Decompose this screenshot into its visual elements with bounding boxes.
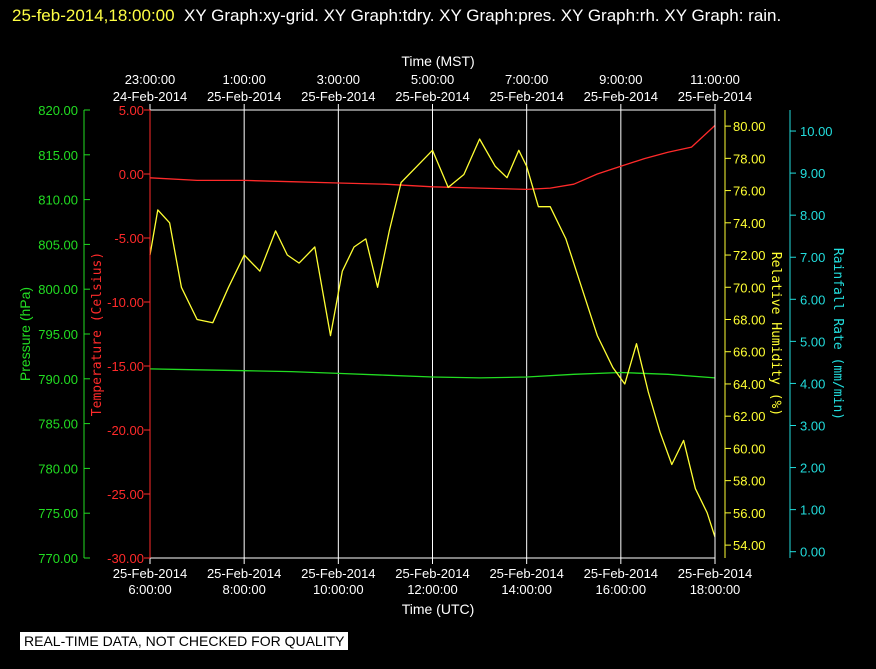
axis-tick-label: 815.00 xyxy=(38,148,78,163)
axis-tick-label: 1.00 xyxy=(800,503,825,518)
series-line-rh xyxy=(149,138,716,538)
axis-tick-label: 62.00 xyxy=(733,409,766,424)
humidity-axis-title: Relative Humidity (%) xyxy=(768,252,783,416)
axis-tick-label: 58.00 xyxy=(733,474,766,489)
top-tick-time: 3:00:00 xyxy=(317,72,360,87)
plot-lines xyxy=(149,124,716,538)
top-tick-time: 9:00:00 xyxy=(599,72,642,87)
top-tick-time: 7:00:00 xyxy=(505,72,548,87)
axis-tick-label: 56.00 xyxy=(733,506,766,521)
bottom-tick-date: 25-Feb-2014 xyxy=(395,566,469,581)
axis-tick-label: 68.00 xyxy=(733,312,766,327)
top-tick-time: 11:00:00 xyxy=(690,72,740,87)
axis-tick-label: 805.00 xyxy=(38,237,78,252)
axis-tick-label: 3.00 xyxy=(800,418,825,433)
humidity-axis: 80.00 78.00 76.00 74.00 72.00 70.00 68.00 66.00… xyxy=(724,110,766,558)
axis-tick-label: 5.00 xyxy=(800,334,825,349)
bottom-tick-time: 8:00:00 xyxy=(222,582,265,597)
axis-tick-label: 4.00 xyxy=(800,376,825,391)
axis-tick-label: 0.00 xyxy=(119,167,144,182)
top-axis: 23:00:00 24-Feb-2014 1:00:00 25-Feb-2014 3:0… xyxy=(113,72,752,110)
top-tick-time: 5:00:00 xyxy=(411,72,454,87)
axis-tick-label: 64.00 xyxy=(733,377,766,392)
axis-tick-label: 76.00 xyxy=(733,184,766,199)
bottom-tick-time: 18:00:00 xyxy=(690,582,741,597)
axis-tick-label: 10.00 xyxy=(800,124,833,139)
axis-tick-label: 810.00 xyxy=(38,193,78,208)
axis-tick-label: -15.00 xyxy=(107,359,144,374)
top-tick-date: 25-Feb-2014 xyxy=(489,89,563,104)
axis-tick-label: -30.00 xyxy=(107,551,144,566)
axis-tick-label: 800.00 xyxy=(38,282,78,297)
pressure-axis-title: Pressure (hPa) xyxy=(17,287,33,381)
bottom-tick-date: 25-Feb-2014 xyxy=(207,566,281,581)
axis-tick-label: 0.00 xyxy=(800,545,825,560)
axis-tick-label: 8.00 xyxy=(800,208,825,223)
axis-tick-label: 775.00 xyxy=(38,506,78,521)
bottom-tick-date: 25-Feb-2014 xyxy=(489,566,563,581)
axis-tick-label: 9.00 xyxy=(800,166,825,181)
bottom-tick-date: 25-Feb-2014 xyxy=(678,566,752,581)
axis-tick-label: -20.00 xyxy=(107,423,144,438)
timestamp: 25-feb-2014,18:00:00 xyxy=(12,6,175,25)
top-tick-date: 25-Feb-2014 xyxy=(395,89,469,104)
top-tick-time: 23:00:00 xyxy=(125,72,176,87)
axis-tick-label: 78.00 xyxy=(733,151,766,166)
temperature-axis: 5.00 0.00 -5.00 -10.00 -15.00 -20.00 -25.00 -30… xyxy=(107,103,151,566)
top-tick-date: 25-Feb-2014 xyxy=(207,89,281,104)
bottom-axis-title: Time (UTC) xyxy=(402,601,475,617)
axis-tick-label: 54.00 xyxy=(733,538,766,553)
top-axis-title: Time (MST) xyxy=(401,53,474,69)
graph-list: XY Graph:xy-grid. XY Graph:tdry. XY Grap… xyxy=(184,6,782,25)
axis-tick-label: 60.00 xyxy=(733,441,766,456)
axis-tick-label: -10.00 xyxy=(107,295,144,310)
bottom-axis: 25-Feb-20146:00:0025-Feb-20148:00:0025-F… xyxy=(113,558,752,597)
rain-axis: 10.00 9.00 8.00 7.00 6.00 5.00 4.00 3.00 2.00 1.0… xyxy=(789,110,833,560)
axis-tick-label: 795.00 xyxy=(38,327,78,342)
axis-tick-label: 6.00 xyxy=(800,292,825,307)
axis-tick-label: 2.00 xyxy=(800,461,825,476)
axis-tick-label: -25.00 xyxy=(107,487,144,502)
rain-axis-title: Rainfall Rate (mm/min) xyxy=(830,248,845,420)
bottom-tick-date: 25-Feb-2014 xyxy=(301,566,375,581)
top-tick-date: 25-Feb-2014 xyxy=(678,89,752,104)
top-tick-date: 25-Feb-2014 xyxy=(301,89,375,104)
axis-tick-label: 70.00 xyxy=(733,280,766,295)
series-line-pres xyxy=(149,368,716,379)
top-tick-date: 25-Feb-2014 xyxy=(584,89,658,104)
axis-tick-label: 780.00 xyxy=(38,461,78,476)
axis-tick-label: 770.00 xyxy=(38,551,78,566)
bottom-tick-time: 6:00:00 xyxy=(128,582,171,597)
axis-tick-label: 66.00 xyxy=(733,345,766,360)
bottom-tick-time: 12:00:00 xyxy=(407,582,458,597)
axis-tick-label: 80.00 xyxy=(733,119,766,134)
grid xyxy=(243,110,622,558)
bottom-tick-time: 10:00:00 xyxy=(313,582,364,597)
bottom-tick-time: 14:00:00 xyxy=(501,582,552,597)
pressure-axis: 820.00 815.00 810.00 805.00 800.00 795.00 790.… xyxy=(38,103,90,566)
graph-title: 25-feb-2014,18:00:00 XY Graph:xy-grid. X… xyxy=(12,2,862,30)
axis-tick-label: 72.00 xyxy=(733,248,766,263)
series-line-tdry xyxy=(149,124,716,191)
bottom-tick-time: 16:00:00 xyxy=(596,582,647,597)
axis-tick-label: 790.00 xyxy=(38,372,78,387)
axis-tick-label: 820.00 xyxy=(38,103,78,118)
axis-tick-label: 74.00 xyxy=(733,216,766,231)
top-tick-date: 24-Feb-2014 xyxy=(113,89,187,104)
quality-notice: REAL-TIME DATA, NOT CHECKED FOR QUALITY xyxy=(20,632,349,650)
axis-tick-label: -5.00 xyxy=(114,231,144,246)
top-tick-time: 1:00:00 xyxy=(222,72,265,87)
temperature-axis-title: Temperature (Celsius) xyxy=(90,252,105,416)
axis-tick-label: 5.00 xyxy=(119,103,144,118)
axis-tick-label: 7.00 xyxy=(800,250,825,265)
bottom-tick-date: 25-Feb-2014 xyxy=(113,566,187,581)
bottom-tick-date: 25-Feb-2014 xyxy=(584,566,658,581)
axis-tick-label: 785.00 xyxy=(38,417,78,432)
